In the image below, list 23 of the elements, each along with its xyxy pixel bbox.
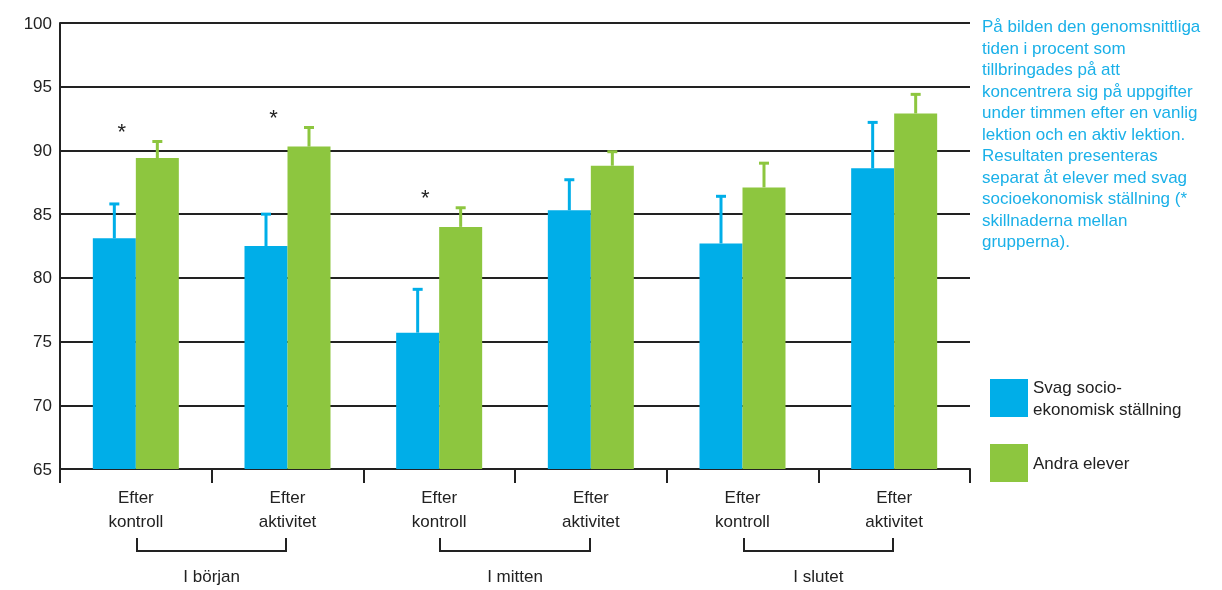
text: På bilden den genomsnittliga tiden i procent som tillbringades på att koncentrera sig på uppgifter under timmen efter en vanlig lektion och en aktiv lektion. Resultaten presenteras separat åt elever med svag socioekonomisk ställning (* skillnaderna mellan grupperna). xyxy=(982,17,1201,252)
annotation: * xyxy=(117,119,127,145)
legend-label: Svag socio- ekonomisk ställning xyxy=(1033,377,1182,419)
y-tick-label: 65 xyxy=(33,459,52,479)
x-tick-label: Efter kontroll xyxy=(715,487,770,531)
text: I slutet xyxy=(793,567,844,586)
x-tick-label: Efter aktivitet xyxy=(258,487,317,531)
y-tick-label: 80 xyxy=(33,268,52,288)
y-tick-label: 100 xyxy=(23,13,52,33)
x-tick-label: Efter aktivitet xyxy=(865,487,924,531)
x-tick-label: Efter kontroll xyxy=(411,487,467,531)
y-tick-label: 95 xyxy=(33,77,52,97)
x-tick-label: Efter aktivitet xyxy=(562,487,620,531)
legend-label: Andra elever xyxy=(1033,453,1130,473)
text: I mitten xyxy=(487,567,543,586)
y-tick-label: 70 xyxy=(33,395,52,415)
x-tick-label: Efter kontroll xyxy=(108,487,164,531)
y-tick-label: 85 xyxy=(33,204,52,224)
annotation: * xyxy=(269,104,279,130)
y-tick-label: 75 xyxy=(33,332,52,352)
annotation: * xyxy=(420,185,430,211)
y-tick-label: 90 xyxy=(33,140,52,160)
text: I början xyxy=(183,567,241,586)
